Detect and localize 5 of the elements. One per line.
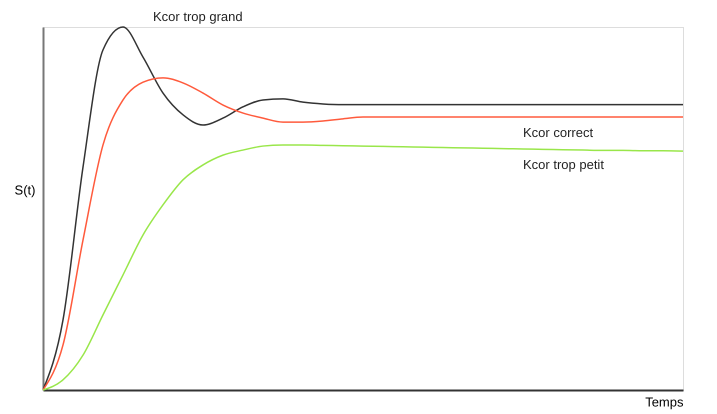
series-label: Kcor trop grand xyxy=(153,9,243,24)
y-axis-title: S(t) xyxy=(14,182,36,198)
x-axis-title: Temps xyxy=(645,394,684,410)
series-label: Kcor trop petit xyxy=(523,156,604,172)
series-label: Kcor correct xyxy=(523,125,594,140)
